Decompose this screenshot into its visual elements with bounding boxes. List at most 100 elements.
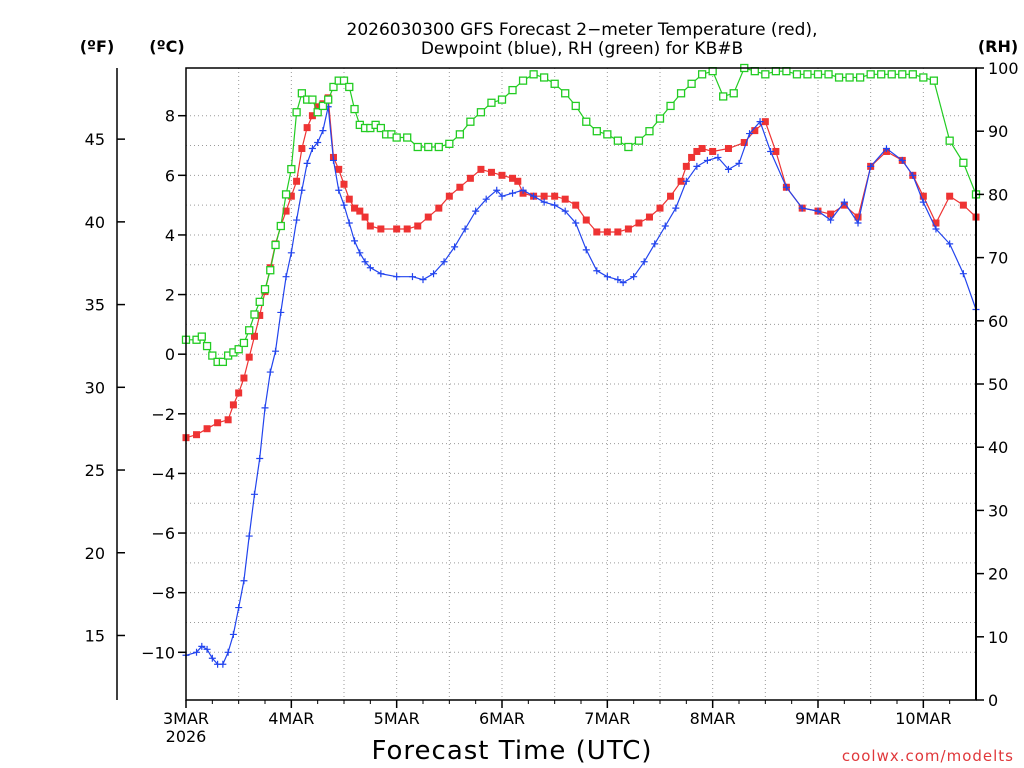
rh-point (266, 266, 275, 275)
dewpoint-point (356, 249, 364, 257)
temperature-point (256, 311, 264, 319)
temperature-point (335, 165, 343, 173)
temperature-point (677, 177, 685, 185)
temperature-point (919, 192, 927, 200)
temperature-point (340, 180, 348, 188)
rh-point (908, 70, 917, 79)
dewpoint-point (693, 162, 701, 170)
dewpoint-series (182, 103, 980, 668)
dewpoint-point (840, 198, 848, 206)
temperature-point (435, 204, 443, 212)
rh-unit-label: (RH) (978, 37, 1018, 56)
temperature-point (487, 168, 495, 176)
dewpoint-point (366, 264, 374, 272)
rh-point (761, 70, 770, 79)
dewpoint-point (898, 156, 906, 164)
dewpoint-point (746, 130, 754, 138)
temperature-point (724, 144, 732, 152)
rh-point (803, 70, 812, 79)
rh-point (824, 70, 833, 79)
dewpoint-point (498, 192, 506, 200)
temperature-point (698, 144, 706, 152)
chart-title-line1: 2026030300 GFS Forecast 2−meter Temperat… (347, 20, 818, 40)
rh-point (624, 142, 633, 152)
series-layer (181, 63, 981, 668)
dewpoint-point (345, 219, 353, 227)
rh-tick-label: 30 (988, 501, 1008, 520)
dewpoint-point (287, 249, 295, 257)
temperature-point (693, 147, 701, 155)
temperature-series (182, 94, 980, 442)
dewpoint-point (530, 192, 538, 200)
celsius-tick-label: −4 (151, 464, 175, 483)
dewpoint-point (482, 195, 490, 203)
dewpoint-point (919, 198, 927, 206)
temperature-point (287, 192, 295, 200)
temperature-point (203, 425, 211, 433)
dewpoint-point (959, 270, 967, 278)
temperature-point (561, 195, 569, 203)
dewpoint-point (932, 225, 940, 233)
rh-point (376, 123, 386, 133)
x-tick-label: 10MAR (895, 709, 951, 728)
dewpoint-line (185, 106, 977, 665)
rh-tick-label: 90 (988, 122, 1008, 141)
rh-tick-label: 20 (988, 565, 1008, 584)
dewpoint-point (540, 198, 548, 206)
rh-tick-label: 80 (988, 185, 1008, 204)
temperature-point (582, 216, 590, 224)
rh-point (592, 127, 601, 136)
dewpoint-point (408, 273, 416, 281)
rh-point (845, 73, 854, 82)
dewpoint-point (472, 207, 480, 215)
fahrenheit-tick-label: 30 (85, 378, 105, 397)
dewpoint-point (640, 258, 648, 266)
temperature-point (635, 219, 643, 227)
temperature-point (593, 228, 601, 236)
rh-point (508, 85, 517, 95)
x-tick-label: 9MAR (795, 709, 841, 728)
dewpoint-point (603, 273, 611, 281)
celsius-tick-label: 6 (165, 166, 175, 185)
dewpoint-point (393, 273, 401, 281)
temperature-point (656, 204, 664, 212)
temperature-point (250, 332, 258, 340)
celsius-unit-label: (ºC) (149, 37, 184, 56)
temperature-point (688, 153, 696, 161)
rh-point (529, 70, 538, 79)
rh-point (729, 89, 738, 98)
dewpoint-point (303, 159, 311, 167)
rh-point (476, 108, 486, 117)
dewpoint-point (203, 645, 211, 653)
temperature-point (456, 183, 464, 191)
x-tick-label: 8MAR (690, 709, 736, 728)
dewpoint-point (250, 490, 258, 498)
dewpoint-point (672, 204, 680, 212)
rh-point (424, 142, 433, 152)
rh-point (281, 190, 291, 199)
temperature-point (603, 228, 611, 236)
rh-point (276, 221, 285, 231)
temperature-point (614, 228, 622, 236)
rh-point (792, 70, 802, 79)
temperature-point (308, 112, 316, 120)
dewpoint-point (430, 270, 438, 278)
rh-line (186, 67, 977, 363)
temperature-point (240, 374, 248, 382)
rh-point (239, 338, 249, 348)
rh-point (634, 136, 644, 145)
celsius-tick-label: 2 (165, 286, 175, 305)
rh-tick-label: 70 (988, 249, 1008, 268)
x-axis-label: Forecast Time (UTC) (371, 736, 652, 766)
fahrenheit-tick-label: 35 (85, 296, 105, 315)
rh-point (855, 73, 865, 82)
temperature-point (709, 147, 717, 155)
temperature-point (424, 213, 432, 221)
labels: 2026030300 GFS Forecast 2−meter Temperat… (80, 20, 1018, 766)
temperature-point (645, 213, 653, 221)
temperature-point (314, 103, 322, 111)
fahrenheit-tick-label: 20 (85, 544, 105, 563)
dewpoint-point (756, 118, 764, 126)
